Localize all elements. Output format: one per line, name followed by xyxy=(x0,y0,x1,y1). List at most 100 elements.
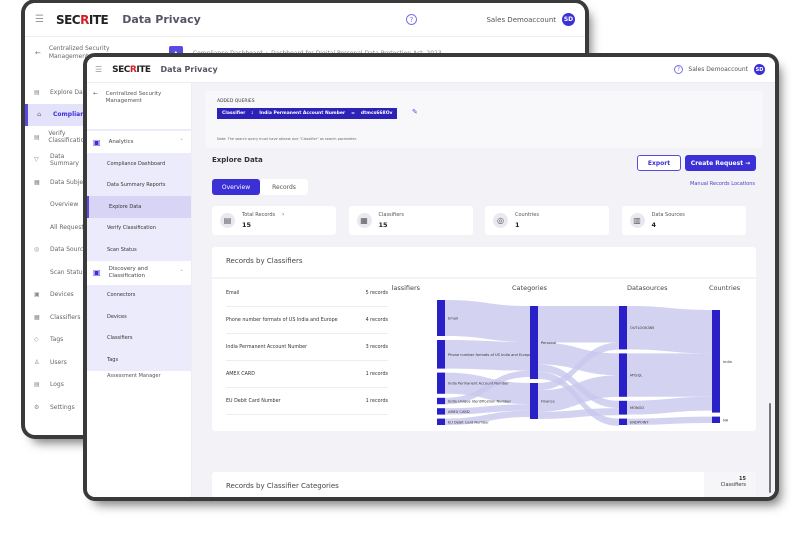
sankey-link[interactable] xyxy=(538,342,619,376)
sankey-node[interactable] xyxy=(530,383,538,419)
breadcrumb-0[interactable]: Compliance Dashboard xyxy=(192,49,263,57)
sankey-node[interactable] xyxy=(437,408,445,415)
nav-item[interactable]: Connectors xyxy=(107,292,136,299)
sankey-link[interactable] xyxy=(445,300,530,342)
back-link[interactable]: ← Centralized Security Management xyxy=(87,83,191,129)
tab-overview[interactable]: Overview xyxy=(212,179,260,195)
nav-item[interactable]: Data Summary Reports xyxy=(107,182,166,189)
sankey-link[interactable] xyxy=(538,342,619,391)
sankey-node[interactable] xyxy=(619,306,627,350)
stat-label: Total Records xyxy=(242,212,276,218)
sankey-node[interactable] xyxy=(437,372,445,394)
nav-item[interactable]: Devices xyxy=(107,313,127,320)
avatar: SD xyxy=(754,64,765,75)
database-icon: ▥ xyxy=(629,213,645,228)
user-menu[interactable]: Sales Demoaccount SD xyxy=(486,13,575,26)
sidebar-item[interactable]: ▦ Classifiers xyxy=(25,306,95,329)
sankey-node[interactable] xyxy=(619,400,627,415)
collapse-button[interactable]: • xyxy=(168,46,183,60)
sidebar-item[interactable]: ♙ Users xyxy=(25,351,95,374)
sidebar-item[interactable]: All Requests xyxy=(25,216,95,239)
sankey-node[interactable] xyxy=(530,306,538,379)
page-title: Explore Data xyxy=(212,156,263,164)
sidebar-item[interactable]: ▽ Data Summary xyxy=(25,149,95,172)
globe-icon: ◎ xyxy=(493,213,508,228)
sankey-link[interactable] xyxy=(627,353,712,397)
discovery-icon: ▣ xyxy=(93,268,101,277)
table-icon: ▦ xyxy=(34,178,40,186)
user-menu[interactable]: Sales Demoaccount SD xyxy=(688,64,765,75)
nav-group-discovery[interactable]: ▣ Discovery and Classification ˄ xyxy=(87,260,191,285)
help-icon[interactable]: ? xyxy=(674,65,683,74)
sankey-node[interactable] xyxy=(712,310,720,413)
nav-group-analytics[interactable]: ▣ Analytics ˄ xyxy=(87,131,191,153)
records-by-categories-card: Records by Classifier Categories 15 Clas… xyxy=(212,472,756,497)
sidebar-item[interactable]: ▤ Explore Data xyxy=(25,81,95,104)
classifier-count: 1 records xyxy=(365,372,388,377)
tag-icon: ◇ xyxy=(34,336,39,344)
sankey-link[interactable] xyxy=(627,396,712,415)
sidebar-item[interactable]: ▤ Logs xyxy=(25,374,95,397)
stat-card[interactable]: ▤ Total Records › 15 xyxy=(212,206,336,235)
classifier-row: Phone number formats of US India and Eur… xyxy=(226,308,388,334)
sankey-node[interactable] xyxy=(437,300,445,336)
sankey-link[interactable] xyxy=(445,370,530,405)
sidebar-item[interactable]: Overview xyxy=(25,194,95,217)
nav-item[interactable]: Compliance Dashboard xyxy=(107,160,166,167)
edit-icon[interactable]: ✎ xyxy=(412,108,418,116)
sidebar-item[interactable]: ⌂ Compliance xyxy=(25,103,95,126)
query-chip[interactable]: Classifier : India Permanent Account Num… xyxy=(217,108,398,119)
breadcrumb-1: Dashboard for Digital Personal Data Prot… xyxy=(271,49,442,57)
sankey-node[interactable] xyxy=(437,340,445,369)
nav-item[interactable]: Explore Data xyxy=(87,196,191,218)
sankey-link[interactable] xyxy=(538,408,619,419)
column-label: Datasources xyxy=(627,284,668,292)
query-op: = xyxy=(351,111,355,116)
sankey-node[interactable] xyxy=(437,397,445,405)
help-icon[interactable]: ? xyxy=(406,14,417,25)
query-note: Note: The search query must have atleast… xyxy=(217,137,357,141)
sankey-node[interactable] xyxy=(619,418,627,425)
sidebar-item[interactable]: ▦ Data Subject xyxy=(25,171,95,194)
create-request-button[interactable]: Create Request → xyxy=(685,155,756,171)
sankey-link[interactable] xyxy=(627,306,712,354)
back-arrow-icon[interactable]: ← xyxy=(35,49,41,57)
sankey-node[interactable] xyxy=(437,418,445,425)
sankey-link[interactable] xyxy=(445,404,530,415)
sankey-link[interactable] xyxy=(445,340,530,371)
manual-records-link[interactable]: Manual Records Locations xyxy=(690,181,755,187)
sidebar-item-label: All Requests xyxy=(50,223,87,231)
sankey-link[interactable] xyxy=(538,306,619,343)
sidebar-item-label: Data Sources xyxy=(50,246,90,254)
scrollbar[interactable] xyxy=(769,403,771,493)
sidebar-item[interactable]: ⚙ Settings xyxy=(25,396,95,419)
sankey-link[interactable] xyxy=(445,410,530,425)
sidebar-item[interactable]: ◇ Tags xyxy=(25,329,95,352)
tab-records[interactable]: Records xyxy=(260,179,308,195)
file-check-icon: ▤ xyxy=(34,133,40,141)
sidebar-item[interactable]: ◎ Data Sources xyxy=(25,239,95,262)
nav-item[interactable]: Tags xyxy=(107,356,119,363)
sankey-node[interactable] xyxy=(712,416,720,423)
nav-item[interactable]: Scan Status xyxy=(107,246,137,253)
user-name: Sales Demoaccount xyxy=(688,66,748,73)
sidebar-item[interactable]: Scan Status xyxy=(25,261,95,284)
added-queries-panel: ADDED QUERIES Classifier : India Permane… xyxy=(205,91,763,148)
sidebar-item-label: Devices xyxy=(50,291,74,299)
back-link[interactable]: Centralized Security Management xyxy=(48,45,110,60)
sankey-node[interactable] xyxy=(619,353,627,397)
nav-item[interactable]: Classifiers xyxy=(107,335,133,342)
sankey-link[interactable] xyxy=(627,416,712,425)
sidebar-item[interactable]: ▣ Devices xyxy=(25,284,95,307)
sidebar-item-label: Users xyxy=(50,358,67,366)
sankey-node-label: India Unique Identification Number xyxy=(448,400,511,404)
export-button[interactable]: Export xyxy=(637,155,681,171)
chevron-right-icon[interactable]: › xyxy=(282,211,285,218)
sankey-link[interactable] xyxy=(538,375,619,412)
menu-icon[interactable]: ☰ xyxy=(35,14,44,25)
avatar: SD xyxy=(562,13,575,26)
nav-item[interactable]: Verify Classification xyxy=(107,225,156,232)
menu-icon[interactable]: ☰ xyxy=(95,65,103,74)
nav-group-assessment[interactable]: Assessment Manager xyxy=(87,370,191,381)
sidebar-item[interactable]: ▤ Verify Classification xyxy=(25,126,95,149)
